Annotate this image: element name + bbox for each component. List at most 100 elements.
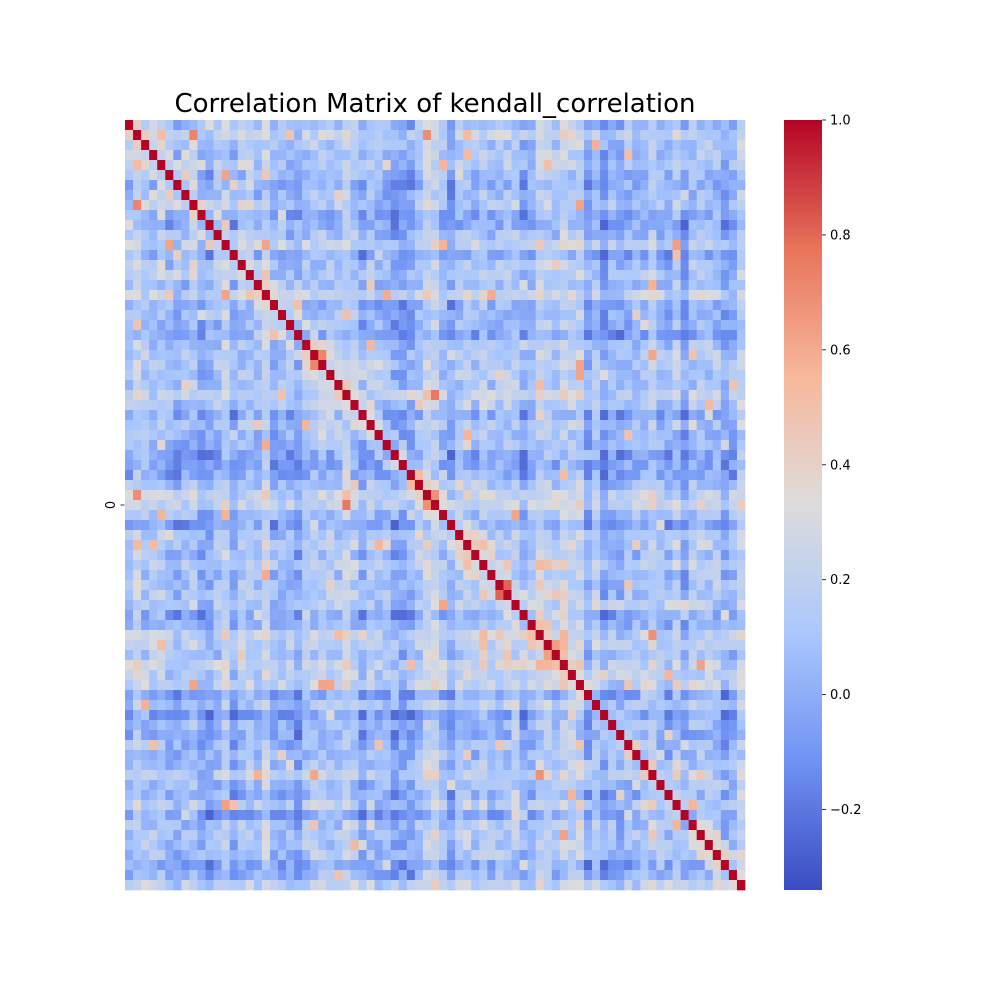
heatmap-cell — [640, 530, 649, 541]
heatmap-cell — [439, 520, 448, 531]
heatmap-cell — [543, 400, 553, 411]
heatmap-cell — [310, 730, 319, 741]
heatmap-cell — [245, 190, 255, 201]
heatmap-cell — [551, 290, 561, 301]
heatmap-cell — [439, 260, 448, 271]
heatmap-cell — [503, 340, 512, 351]
heatmap-cell — [414, 160, 424, 171]
heatmap-cell — [125, 360, 134, 371]
heatmap-cell — [189, 570, 198, 581]
heatmap-cell — [551, 740, 561, 751]
heatmap-cell — [551, 220, 561, 231]
heatmap-cell — [326, 530, 335, 541]
heatmap-cell — [302, 190, 311, 201]
heatmap-cell — [350, 680, 359, 691]
heatmap-cell — [253, 210, 263, 221]
heatmap-cell — [704, 200, 714, 211]
heatmap-cell — [141, 190, 150, 201]
heatmap-cell — [197, 430, 206, 441]
heatmap-cell — [511, 530, 520, 541]
heatmap-cell — [342, 160, 351, 171]
heatmap-cell — [592, 340, 601, 351]
heatmap-cell — [318, 550, 327, 561]
heatmap-cell — [157, 510, 166, 521]
heatmap-cell — [229, 180, 239, 191]
heatmap-cell — [439, 480, 448, 491]
heatmap-cell — [141, 380, 150, 391]
heatmap-cell — [366, 710, 375, 721]
heatmap-cell — [608, 370, 617, 381]
heatmap-cell — [600, 380, 609, 391]
heatmap-cell — [125, 300, 134, 311]
heatmap-cell — [318, 650, 327, 661]
heatmap-cell — [575, 690, 585, 701]
heatmap-cell — [736, 300, 746, 311]
heatmap-cell — [398, 450, 408, 461]
heatmap-cell — [567, 420, 577, 431]
heatmap-cell — [439, 300, 448, 311]
heatmap-cell — [318, 740, 327, 751]
heatmap-cell — [640, 420, 649, 431]
heatmap-cell — [664, 630, 673, 641]
heatmap-cell — [133, 310, 142, 321]
heatmap-cell — [511, 210, 520, 221]
heatmap-cell — [205, 390, 214, 401]
heatmap-cell — [583, 370, 593, 381]
heatmap-cell — [382, 460, 392, 471]
heatmap-cell — [720, 340, 730, 351]
heatmap-cell — [149, 280, 158, 291]
heatmap-cell — [495, 740, 504, 751]
heatmap-cell — [422, 490, 432, 501]
heatmap-cell — [656, 430, 665, 441]
heatmap-cell — [519, 760, 528, 771]
heatmap-cell — [261, 120, 271, 131]
heatmap-cell — [479, 160, 488, 171]
heatmap-cell — [720, 590, 730, 601]
heatmap-cell — [286, 560, 295, 571]
heatmap-cell — [535, 750, 545, 761]
heatmap-cell — [253, 570, 263, 581]
heatmap-cell — [358, 130, 367, 141]
heatmap-cell — [559, 670, 569, 681]
heatmap-cell — [189, 360, 198, 371]
heatmap-cell — [455, 460, 464, 471]
heatmap-cell — [173, 270, 182, 281]
heatmap-cell — [374, 410, 384, 421]
heatmap-cell — [728, 320, 738, 331]
heatmap-cell — [624, 530, 633, 541]
heatmap-cell — [350, 280, 359, 291]
heatmap-cell — [664, 250, 673, 261]
heatmap-cell — [237, 350, 247, 361]
heatmap-cell — [374, 710, 384, 721]
heatmap-cell — [165, 470, 174, 481]
heatmap-cell — [358, 720, 367, 731]
heatmap-cell — [680, 540, 689, 551]
heatmap-cell — [736, 180, 746, 191]
heatmap-cell — [350, 750, 359, 761]
heatmap-cell — [672, 340, 681, 351]
heatmap-cell — [261, 750, 271, 761]
heatmap-cell — [519, 230, 528, 241]
heatmap-cell — [519, 370, 528, 381]
heatmap-cell — [358, 560, 367, 571]
heatmap-cell — [527, 520, 536, 531]
heatmap-cell — [583, 220, 593, 231]
heatmap-cell — [181, 470, 190, 481]
heatmap-cell — [229, 190, 239, 201]
heatmap-cell — [527, 530, 536, 541]
heatmap-cell — [237, 630, 247, 641]
heatmap-cell — [229, 730, 239, 741]
heatmap-cell — [720, 160, 730, 171]
heatmap-cell — [261, 630, 271, 641]
heatmap-cell — [310, 160, 319, 171]
heatmap-cell — [350, 330, 359, 341]
heatmap-cell — [157, 480, 166, 491]
heatmap-cell — [640, 140, 649, 151]
heatmap-cell — [237, 530, 247, 541]
heatmap-cell — [511, 180, 520, 191]
heatmap-cell — [294, 750, 303, 761]
heatmap-cell — [261, 530, 271, 541]
heatmap-cell — [277, 720, 287, 731]
heatmap-cell — [213, 750, 222, 761]
heatmap-cell — [189, 730, 198, 741]
